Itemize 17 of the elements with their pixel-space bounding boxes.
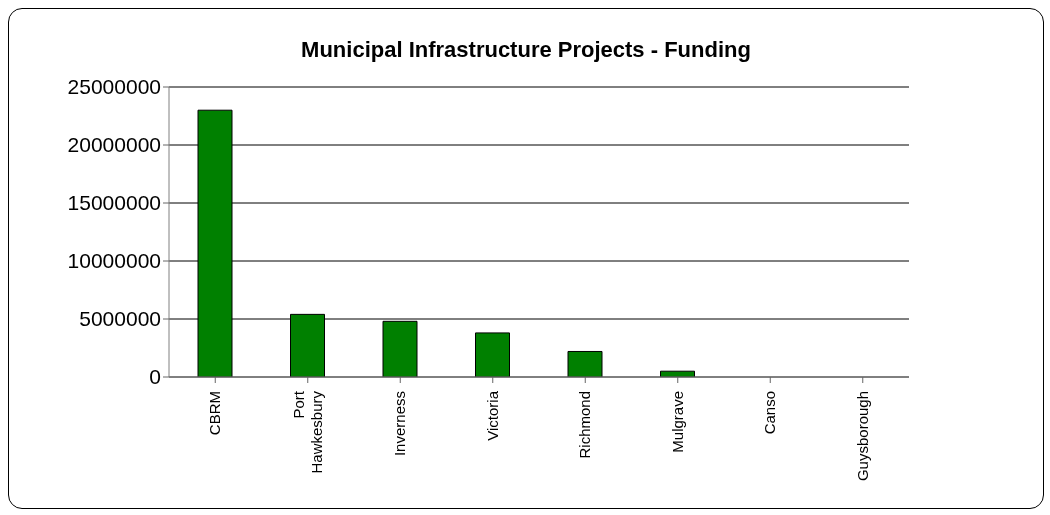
x-tick-label: Richmond [576,391,594,459]
x-tick-label: Canso [761,391,779,435]
x-tick-label: Mulgrave [668,391,686,453]
y-tick-label: 15000000 [67,191,161,215]
y-tick-label: 10000000 [67,249,161,273]
x-tick-label: Port Hawkesbury [289,390,325,474]
x-tick-label: Guysborough [853,391,871,482]
chart-title: Municipal Infrastructure Projects - Funding [300,37,752,64]
x-tick-label: Inverness [391,391,409,457]
x-tick-label: Victoria [483,390,501,441]
y-tick-label: 0 [149,365,161,389]
y-tick-label: 25000000 [67,75,161,99]
y-tick-label: 20000000 [67,133,161,157]
y-tick-label: 5000000 [79,307,161,331]
x-tick-label: CBRM [206,391,224,436]
bar [567,350,603,377]
bar [475,332,510,377]
